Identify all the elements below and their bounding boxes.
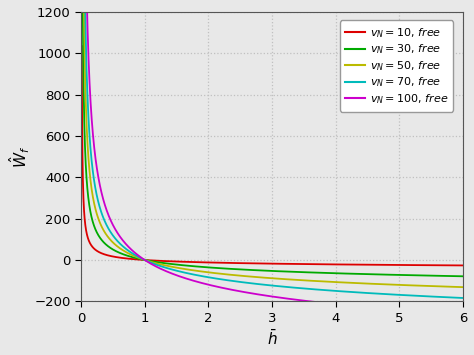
Legend: $v_N = 10$, $\mathit{free}$, $v_N = 30$, $\mathit{free}$, $v_N = 50$, $\mathit{f: $v_N = 10$, $\mathit{free}$, $v_N = 30$,…	[339, 20, 454, 111]
X-axis label: $\bar{h}$: $\bar{h}$	[267, 329, 277, 348]
Y-axis label: $\hat{W}_f$: $\hat{W}_f$	[7, 146, 32, 168]
